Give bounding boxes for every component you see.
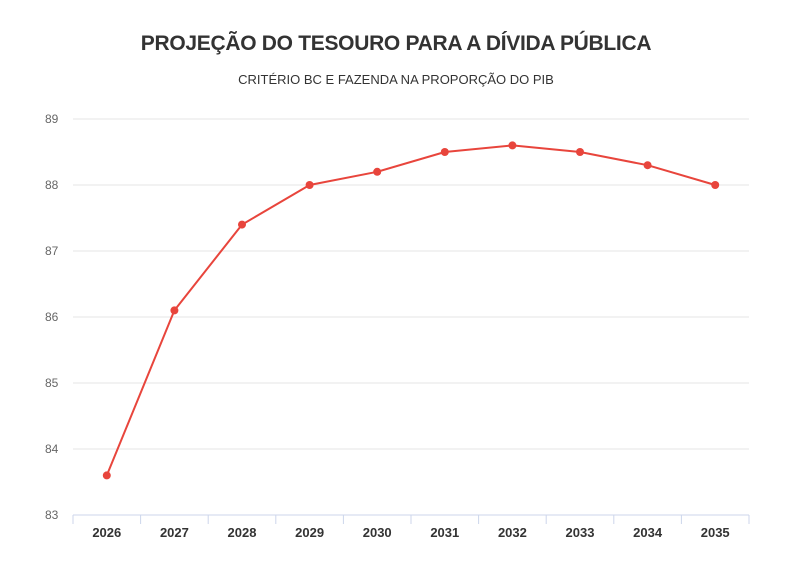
data-point — [711, 181, 720, 189]
y-tick-label: 83 — [45, 508, 59, 522]
x-tick-label: 2032 — [498, 525, 527, 540]
x-tick-label: 2031 — [430, 525, 459, 540]
y-tick-label: 89 — [45, 112, 59, 126]
y-tick-label: 85 — [45, 376, 59, 390]
x-axis: 2026 2027 2028 2029 2030 2031 2032 2033 2034 2035 — [72, 514, 750, 540]
data-point — [102, 471, 111, 480]
data-point — [576, 148, 584, 156]
y-tick-label: 87 — [45, 244, 59, 258]
data-point — [440, 148, 449, 156]
chart-subtitle: CRITÉRIO BC E FAZENDA NA PROPORÇÃO DO PI… — [238, 72, 554, 87]
data-point — [373, 167, 382, 176]
x-tick-label: 2030 — [363, 525, 392, 540]
data-point — [508, 141, 517, 150]
y-tick-label: 84 — [45, 442, 59, 456]
series-layer — [102, 141, 720, 480]
x-tick-label: 2029 — [295, 525, 324, 540]
x-tick-label: 2033 — [566, 525, 595, 540]
x-tick-label: 2034 — [633, 525, 663, 540]
series-line — [105, 144, 716, 476]
chart-title: PROJEÇÃO DO TESOURO PARA A DÍVIDA PÚBLIC… — [140, 32, 652, 55]
x-tick-label: 2027 — [160, 525, 189, 540]
grid-lines — [73, 118, 749, 450]
x-tick-label: 2028 — [228, 525, 257, 540]
data-point — [170, 306, 179, 315]
x-tick-label: 2035 — [701, 525, 730, 540]
data-point — [643, 161, 652, 170]
data-point — [305, 181, 314, 189]
x-tick-label: 2026 — [92, 525, 121, 540]
y-axis-ticks: 83 84 85 86 87 88 89 — [45, 112, 59, 522]
y-tick-label: 88 — [45, 178, 59, 192]
y-tick-label: 86 — [45, 310, 59, 324]
data-point — [238, 220, 246, 229]
